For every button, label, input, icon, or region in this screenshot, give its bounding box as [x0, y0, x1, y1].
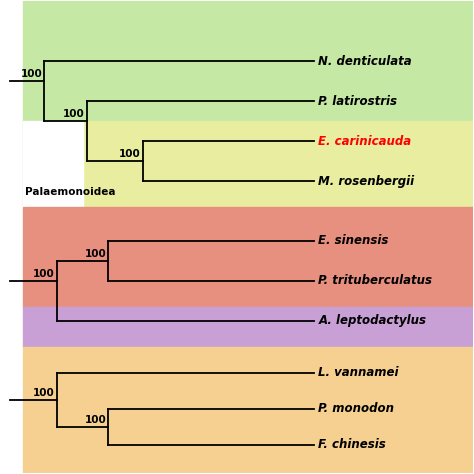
Bar — [23, 347, 473, 473]
Bar — [23, 207, 473, 307]
Text: A. leptodactylus: A. leptodactylus — [319, 314, 427, 328]
Text: 100: 100 — [84, 249, 106, 259]
Text: P. monodon: P. monodon — [319, 402, 394, 415]
Text: P. trituberculatus: P. trituberculatus — [319, 274, 432, 287]
Bar — [83, 121, 473, 207]
Text: N. denticulata: N. denticulata — [319, 55, 412, 68]
Text: E. carinicauda: E. carinicauda — [319, 135, 411, 148]
Text: 100: 100 — [84, 415, 106, 425]
Text: L. vannamei: L. vannamei — [319, 366, 399, 379]
Bar — [23, 1, 473, 207]
Text: Palaemonoidea: Palaemonoidea — [25, 187, 116, 197]
Bar — [23, 121, 83, 207]
Text: 100: 100 — [33, 269, 55, 279]
Text: 100: 100 — [33, 388, 55, 398]
Text: M. rosenbergii: M. rosenbergii — [319, 174, 415, 188]
Text: P. latirostris: P. latirostris — [319, 95, 397, 108]
Text: E. sinensis: E. sinensis — [319, 235, 389, 247]
Bar — [23, 307, 473, 347]
Text: 100: 100 — [119, 149, 141, 159]
Text: 100: 100 — [20, 69, 42, 79]
Text: 100: 100 — [63, 109, 85, 119]
Text: F. chinesis: F. chinesis — [319, 438, 386, 451]
